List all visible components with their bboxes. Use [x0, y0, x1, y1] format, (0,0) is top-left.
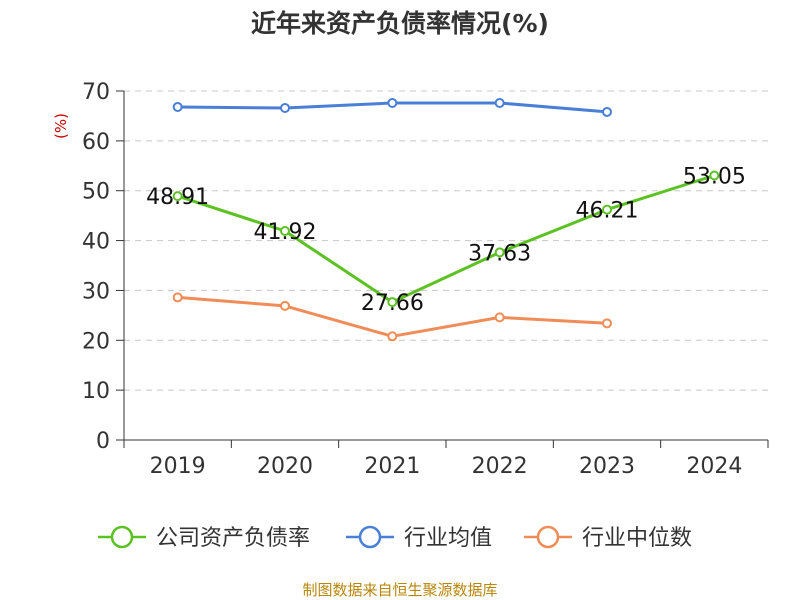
series-line-0: [177, 174, 715, 304]
y-tick-label: 30: [82, 279, 110, 304]
data-point: [494, 312, 505, 323]
data-labels: 48.91 41.92 27.66 37.63 46.21 53.05: [146, 165, 746, 317]
x-tick-label: 2024: [686, 454, 742, 479]
x-tick-label: 2019: [150, 454, 206, 479]
data-point: [494, 97, 505, 108]
source-note: 制图数据来自恒生聚源数据库: [302, 581, 497, 599]
data-point: [172, 101, 183, 112]
data-point: [280, 300, 290, 311]
data-point: [602, 106, 612, 117]
y-tick-label: 50: [82, 180, 110, 205]
data-label: 46.21: [576, 199, 639, 224]
data-point: [172, 191, 183, 202]
legend-swatch-marker: [358, 525, 382, 549]
legend-label: 行业中位数: [582, 526, 692, 551]
series-lines: [172, 97, 720, 342]
y-tick-label: 60: [82, 130, 110, 155]
y-tick-label: 40: [82, 230, 110, 255]
y-tick-label: 70: [82, 80, 110, 105]
data-point: [494, 247, 505, 258]
data-point: [602, 204, 612, 215]
legend-label: 公司资产负债率: [156, 526, 310, 551]
y-axis-unit: (%): [52, 113, 70, 139]
data-point: [172, 292, 183, 303]
data-point: [280, 225, 290, 236]
data-label: 27.66: [361, 291, 424, 316]
data-point: [602, 318, 612, 329]
legend-swatch-marker: [110, 525, 134, 549]
data-point: [709, 170, 720, 181]
x-tick-label: 2023: [579, 454, 635, 479]
legend: 公司资产负债率 行业均值 行业中位数: [98, 525, 692, 551]
data-label: 37.63: [468, 241, 531, 266]
y-tick-label: 20: [82, 329, 110, 354]
x-tick-label: 2022: [472, 454, 528, 479]
x-tick-label: 2021: [364, 454, 420, 479]
gridlines: [124, 90, 768, 391]
data-label: 48.91: [146, 185, 209, 210]
x-tick-label: 2020: [257, 454, 313, 479]
data-point: [387, 297, 398, 308]
legend-item: 行业中位数: [524, 525, 692, 551]
y-tick-label: 0: [96, 429, 110, 454]
data-point: [280, 102, 290, 113]
data-label: 53.05: [683, 165, 746, 190]
y-tick-label: 10: [82, 379, 110, 404]
legend-label: 行业均值: [404, 526, 492, 551]
data-point: [387, 97, 398, 108]
chart-title: 近年来资产负债率情况(%): [251, 9, 549, 38]
axes: 0 10 20 30 40 50 60 70 2019 2020 2021 2022 2023 2024: [82, 80, 769, 479]
legend-item: 公司资产负债率: [98, 525, 310, 551]
legend-swatch-marker: [536, 525, 560, 549]
data-label: 41.92: [254, 220, 317, 245]
legend-item: 行业均值: [346, 525, 492, 551]
data-point: [387, 331, 398, 342]
